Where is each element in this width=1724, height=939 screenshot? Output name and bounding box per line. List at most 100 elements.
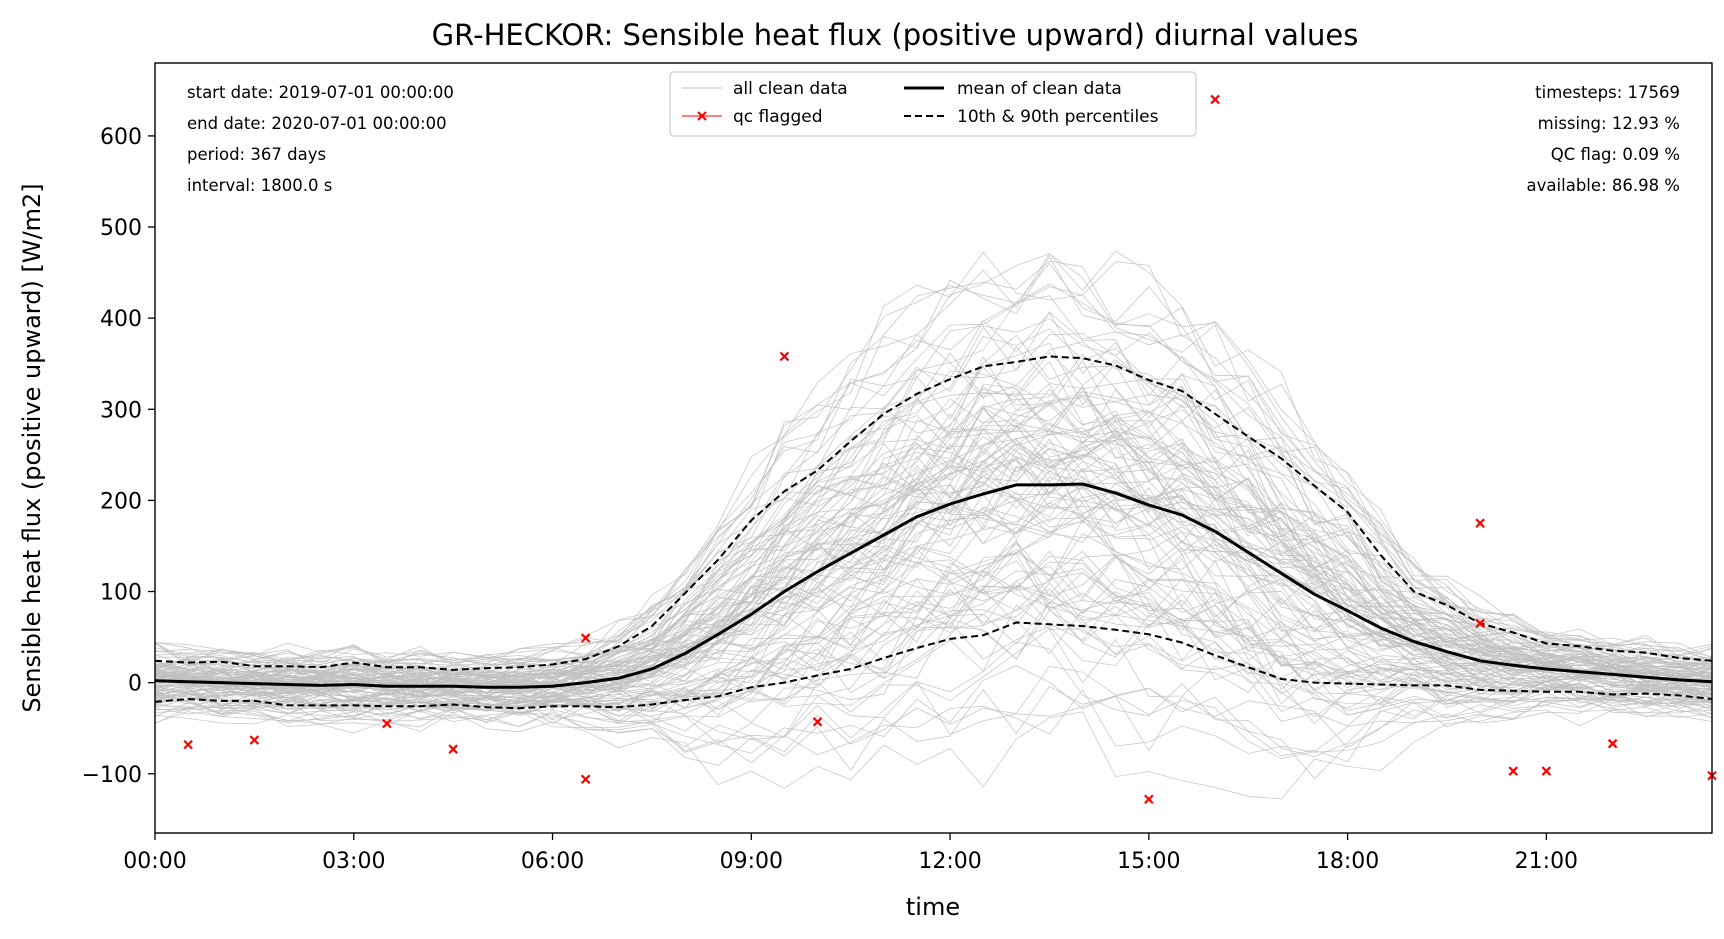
- y-tick-label: 600: [100, 125, 142, 150]
- y-tick-label: 100: [100, 581, 142, 606]
- clean-day-line: [155, 561, 1712, 712]
- x-tick-label: 12:00: [918, 849, 981, 874]
- clean-day-line: [155, 440, 1712, 688]
- y-axis-ticks: −100 0 100 200 300 400 500 600: [82, 125, 155, 788]
- x-tick-label: 18:00: [1316, 849, 1379, 874]
- clean-day-line: [155, 342, 1712, 679]
- clean-day-line: [155, 311, 1712, 674]
- legend-label-all-clean: all clean data: [733, 79, 848, 99]
- qc-flagged-point: [1475, 618, 1485, 629]
- x-tick-label: 06:00: [521, 849, 584, 874]
- clean-day-line: [155, 641, 1712, 758]
- qc-flagged-point: [1144, 794, 1154, 805]
- clean-day-line: [155, 421, 1712, 684]
- clean-day-line: [155, 251, 1712, 664]
- series-line-2: [155, 621, 1712, 710]
- clean-day-line: [155, 260, 1712, 667]
- qc-flagged-point: [1541, 766, 1552, 776]
- qc-flagged-point: [1475, 518, 1485, 528]
- clean-day-line: [155, 540, 1712, 709]
- series-line-0: [155, 482, 1712, 689]
- stats-period: period: 367 days: [187, 145, 326, 164]
- series-lines: [155, 355, 1712, 710]
- x-tick-label: 03:00: [322, 849, 385, 874]
- clean-day-line: [155, 295, 1712, 666]
- plot-area: 00:00 03:00 06:00 09:00 12:00 15:00 18:00 21:00…: [82, 62, 1717, 874]
- stats-available: available: 86.98 %: [1527, 176, 1680, 195]
- clean-day-line: [155, 553, 1712, 705]
- x-tick-label: 21:00: [1515, 849, 1578, 874]
- legend-box: [669, 71, 1197, 137]
- qc-flagged-point: [382, 718, 392, 729]
- chart-title: GR-HECKOR: Sensible heat flux (positive …: [432, 18, 1359, 52]
- y-tick-label: 200: [100, 489, 142, 514]
- qc-flagged-point: [183, 739, 193, 750]
- stats-end-date: end date: 2020-07-01 00:00:00: [187, 114, 447, 133]
- stats-left-block: start date: 2019-07-01 00:00:00 end date…: [187, 83, 454, 195]
- qc-flagged-point: [249, 735, 260, 745]
- qc-flagged-point: [1508, 766, 1519, 776]
- clean-day-line: [155, 283, 1712, 668]
- qc-flagged-point: [580, 774, 591, 785]
- clean-day-line: [155, 353, 1712, 679]
- x-tick-label: 09:00: [720, 849, 783, 874]
- qc-flagged-point: [779, 351, 790, 362]
- all-clean-data-lines: [155, 250, 1712, 800]
- clean-day-line: [155, 458, 1712, 696]
- stats-timesteps: timesteps: 17569: [1535, 83, 1680, 102]
- clean-day-line: [155, 311, 1712, 673]
- x-tick-label: 00:00: [123, 849, 186, 874]
- y-axis-label: Sensible heat flux (positive upward) [W/…: [18, 183, 46, 712]
- x-axis-ticks: 00:00 03:00 06:00 09:00 12:00 15:00 18:00 21:00: [123, 833, 1578, 874]
- clean-day-line: [155, 407, 1712, 684]
- clean-day-line: [155, 360, 1712, 684]
- legend-swatch-qc-marker: [697, 111, 707, 121]
- clean-day-line: [155, 262, 1712, 666]
- qc-flagged-points: [183, 94, 1717, 805]
- clean-day-line: [155, 407, 1712, 686]
- y-tick-label: −100: [82, 763, 142, 788]
- x-axis-label: time: [906, 893, 960, 921]
- clean-day-line: [155, 318, 1712, 669]
- clean-day-line: [155, 385, 1712, 688]
- y-tick-label: 500: [100, 216, 142, 241]
- clean-day-line: [155, 689, 1712, 764]
- legend-label-mean: mean of clean data: [957, 79, 1122, 99]
- clean-day-line: [155, 665, 1712, 763]
- clean-day-line: [155, 346, 1712, 680]
- clean-day-line: [155, 501, 1712, 702]
- y-tick-label: 0: [128, 672, 142, 697]
- clean-day-line: [155, 352, 1712, 679]
- clean-day-line: [155, 517, 1712, 707]
- clean-day-line: [155, 620, 1712, 723]
- clean-day-line: [155, 341, 1712, 677]
- clean-day-line: [155, 706, 1712, 800]
- clean-day-line: [155, 370, 1712, 679]
- qc-flagged-point: [1210, 94, 1220, 105]
- y-tick-label: 400: [100, 307, 142, 332]
- clean-day-line: [155, 255, 1712, 664]
- clean-day-line: [155, 328, 1712, 673]
- clean-day-line: [155, 499, 1712, 695]
- stats-missing: missing: 12.93 %: [1538, 114, 1680, 133]
- clean-day-line: [155, 250, 1712, 666]
- legend-label-qc: qc flagged: [733, 107, 823, 127]
- stats-right-block: timesteps: 17569 missing: 12.93 % QC fla…: [1527, 83, 1680, 195]
- clean-day-line: [155, 253, 1712, 665]
- x-tick-label: 15:00: [1117, 849, 1180, 874]
- series-line-1: [155, 355, 1712, 671]
- y-tick-label: 300: [100, 398, 142, 423]
- qc-flagged-point: [448, 744, 458, 754]
- legend-label-percentiles: 10th & 90th percentiles: [957, 107, 1159, 127]
- qc-flagged-point: [580, 633, 591, 643]
- stats-qc-flag: QC flag: 0.09 %: [1551, 145, 1680, 164]
- clean-day-line: [155, 628, 1712, 741]
- legend: all clean data mean of clean data qc fla…: [669, 71, 1197, 137]
- plot-frame: [154, 62, 1713, 834]
- clean-day-line: [155, 466, 1712, 690]
- clean-day-line: [155, 498, 1712, 702]
- clean-day-line: [155, 600, 1712, 724]
- stats-interval: interval: 1800.0 s: [187, 176, 332, 195]
- qc-flagged-point: [812, 717, 823, 727]
